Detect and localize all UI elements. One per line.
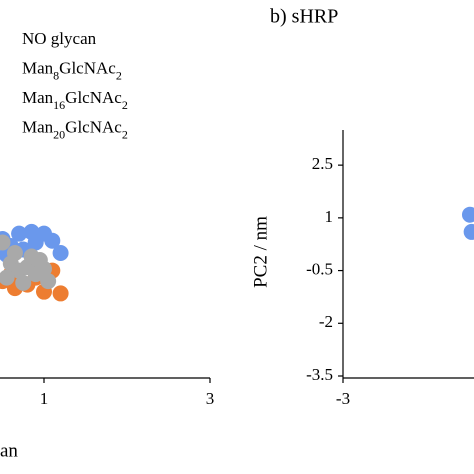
scatter-point [6, 245, 23, 261]
legend-entry: Man8GlcNAc2 [22, 58, 122, 82]
y-axis-label: PC2 / nm [250, 216, 271, 288]
x-tick-label: 1 [40, 389, 49, 408]
scatter-point [15, 274, 32, 291]
y-tick-label: 1 [325, 207, 334, 226]
x-axis-label: an [0, 440, 18, 461]
y-tick-label: -2 [319, 312, 333, 331]
scatter-point [23, 248, 40, 265]
scatter-point [44, 232, 61, 249]
scatter-point [11, 225, 28, 242]
scatter-point [27, 234, 44, 251]
legend-entry: NO glycan [22, 29, 97, 48]
panel-title: b) sHRP [270, 6, 338, 28]
legend-entry: Man20GlcNAc2 [22, 117, 128, 141]
scatter-point [40, 273, 57, 290]
scatter-point [52, 245, 69, 261]
y-tick-label: -3.5 [306, 365, 333, 384]
scatter-point [461, 206, 474, 223]
scatter-point [0, 269, 15, 286]
y-tick-label: 2.5 [312, 154, 333, 173]
scatter-point [52, 285, 69, 302]
scatter-point [0, 234, 11, 251]
scatter-point [463, 223, 474, 240]
x-tick-label: 3 [206, 389, 215, 408]
legend-entry: Man16GlcNAc2 [22, 88, 128, 112]
y-tick-label: -0.5 [306, 259, 333, 278]
x-tick-label: -3 [336, 389, 350, 408]
